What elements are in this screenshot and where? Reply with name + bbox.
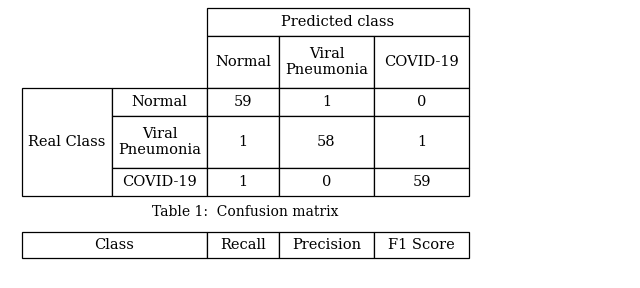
Bar: [207, 232, 279, 258]
Text: 58: 58: [317, 135, 336, 149]
Text: Class: Class: [95, 238, 134, 252]
Text: Precision: Precision: [292, 238, 361, 252]
Bar: [207, 8, 469, 36]
Bar: [112, 88, 207, 116]
Bar: [374, 88, 469, 116]
Text: 1: 1: [322, 95, 331, 109]
Bar: [22, 88, 112, 196]
Text: F1 Score: F1 Score: [388, 238, 455, 252]
Bar: [112, 168, 207, 196]
Text: Normal: Normal: [132, 95, 188, 109]
Bar: [207, 116, 279, 168]
Text: Table 1:  Confusion matrix: Table 1: Confusion matrix: [152, 205, 339, 219]
Bar: [22, 232, 207, 258]
Text: 59: 59: [412, 175, 431, 189]
Bar: [279, 232, 374, 258]
Bar: [279, 88, 374, 116]
Text: COVID-19: COVID-19: [122, 175, 197, 189]
Bar: [279, 168, 374, 196]
Bar: [374, 116, 469, 168]
Bar: [374, 232, 469, 258]
Text: COVID-19: COVID-19: [384, 55, 459, 69]
Text: Normal: Normal: [215, 55, 271, 69]
Text: 1: 1: [417, 135, 426, 149]
Bar: [279, 116, 374, 168]
Text: Viral
Pneumonia: Viral Pneumonia: [118, 127, 201, 157]
Text: 59: 59: [234, 95, 252, 109]
Text: 0: 0: [322, 175, 331, 189]
Text: Real Class: Real Class: [28, 135, 106, 149]
Bar: [207, 36, 279, 88]
Text: Recall: Recall: [220, 238, 266, 252]
Bar: [207, 88, 279, 116]
Bar: [374, 168, 469, 196]
Text: 1: 1: [239, 175, 248, 189]
Text: Viral
Pneumonia: Viral Pneumonia: [285, 47, 368, 77]
Bar: [374, 36, 469, 88]
Bar: [207, 168, 279, 196]
Bar: [279, 36, 374, 88]
Text: 1: 1: [239, 135, 248, 149]
Text: Predicted class: Predicted class: [282, 15, 395, 29]
Bar: [112, 116, 207, 168]
Text: 0: 0: [417, 95, 426, 109]
